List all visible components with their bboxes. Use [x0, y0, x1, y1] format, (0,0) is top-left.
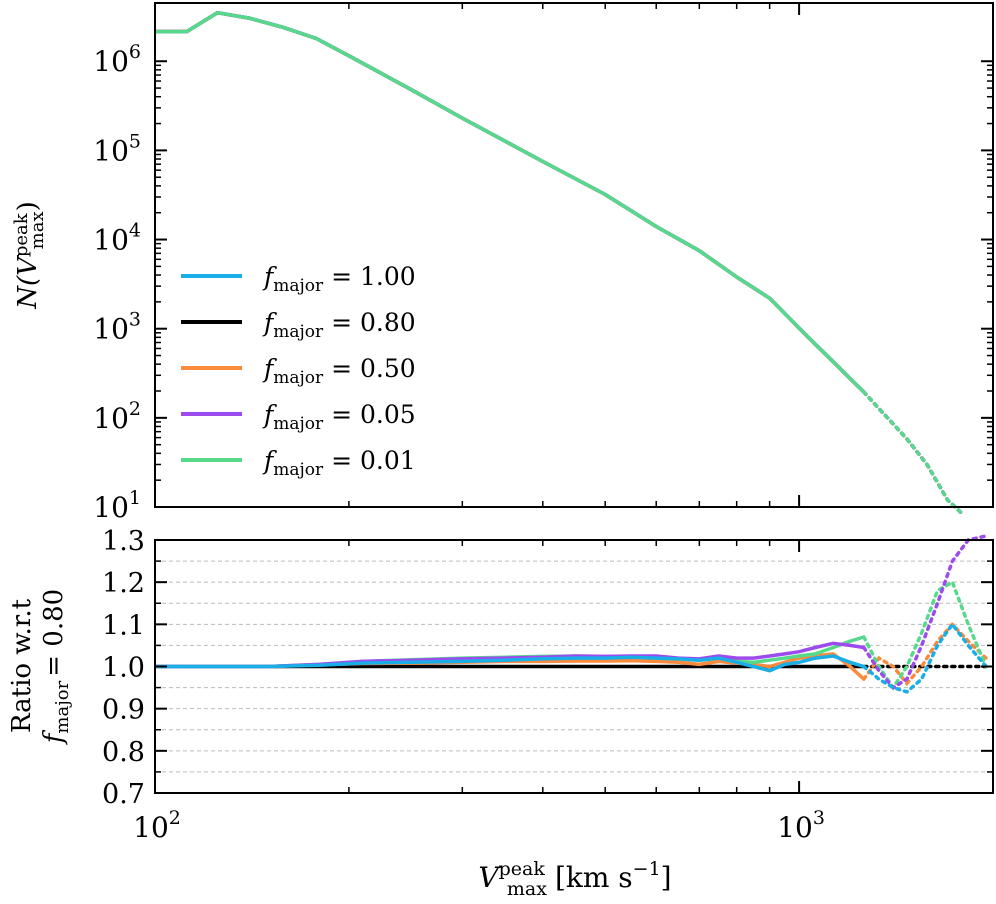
legend-label-f001: fmajor = 0.01	[262, 446, 416, 480]
bottom-series-line-f100	[155, 654, 865, 673]
legend-label-f005: fmajor = 0.05	[262, 400, 416, 434]
bottom-axis-ticks: 0.7 0.8 0.9 1.0 1.1 1.2 1.3 102 103	[102, 526, 994, 844]
top-ytick-label: 103	[93, 309, 141, 346]
bottom-ytick-label: 0.8	[102, 737, 145, 768]
top-ytick-label: 104	[93, 220, 141, 257]
bottom-xtick-label: 103	[777, 807, 825, 844]
bottom-xtick-label: 102	[133, 807, 181, 844]
top-ytick-label: 102	[93, 398, 141, 435]
legend-label-f050: fmajor = 0.50	[262, 354, 416, 388]
top-series-line-f100	[155, 10, 866, 394]
bottom-ytick-label: 1.3	[102, 526, 145, 557]
bottom-ytick-label: 0.7	[102, 779, 145, 810]
top-series-dotted-f001	[862, 390, 966, 517]
top-series-line-f080	[155, 10, 866, 394]
top-ytick-label: 105	[93, 130, 141, 167]
legend-label-f100: fmajor = 1.00	[262, 262, 416, 296]
top-axis-ticks: 101 102 103 104 105 106	[93, 3, 994, 524]
top-y-axis-label: N(Vpeakmax)	[11, 201, 48, 310]
bottom-ytick-label: 0.9	[102, 695, 145, 726]
bottom-ytick-label: 1.2	[102, 568, 145, 599]
bottom-series-dotted-f001	[862, 579, 988, 691]
top-ytick-label: 101	[93, 487, 141, 524]
top-series-line-f001	[155, 10, 866, 394]
bottom-y-axis-label-line1: Ratio w.r.t	[7, 598, 37, 733]
legend: fmajor = 1.00 fmajor = 0.80 fmajor = 0.50 f…	[181, 262, 416, 480]
bottom-series-lines	[155, 534, 988, 694]
bottom-series-dotted-f005	[862, 534, 988, 690]
bottom-y-axis-label-line2: fmajor= 0.80	[39, 589, 73, 745]
bottom-ytick-label: 1.0	[102, 653, 145, 684]
top-series-lines	[155, 10, 966, 517]
top-plot-frame	[154, 2, 994, 508]
bottom-plot-frame	[154, 539, 994, 794]
bottom-series-dotted-f050	[862, 621, 988, 687]
x-axis-label: Vpeak max [km s−1]	[478, 858, 671, 900]
top-series-line-f005	[155, 10, 866, 394]
top-ytick-label: 106	[93, 41, 141, 78]
bottom-ytick-label: 1.1	[102, 610, 145, 641]
top-series-line-f050	[155, 10, 866, 394]
bottom-series-dotted-f100	[862, 621, 988, 694]
legend-label-f080: fmajor = 0.80	[262, 308, 416, 342]
